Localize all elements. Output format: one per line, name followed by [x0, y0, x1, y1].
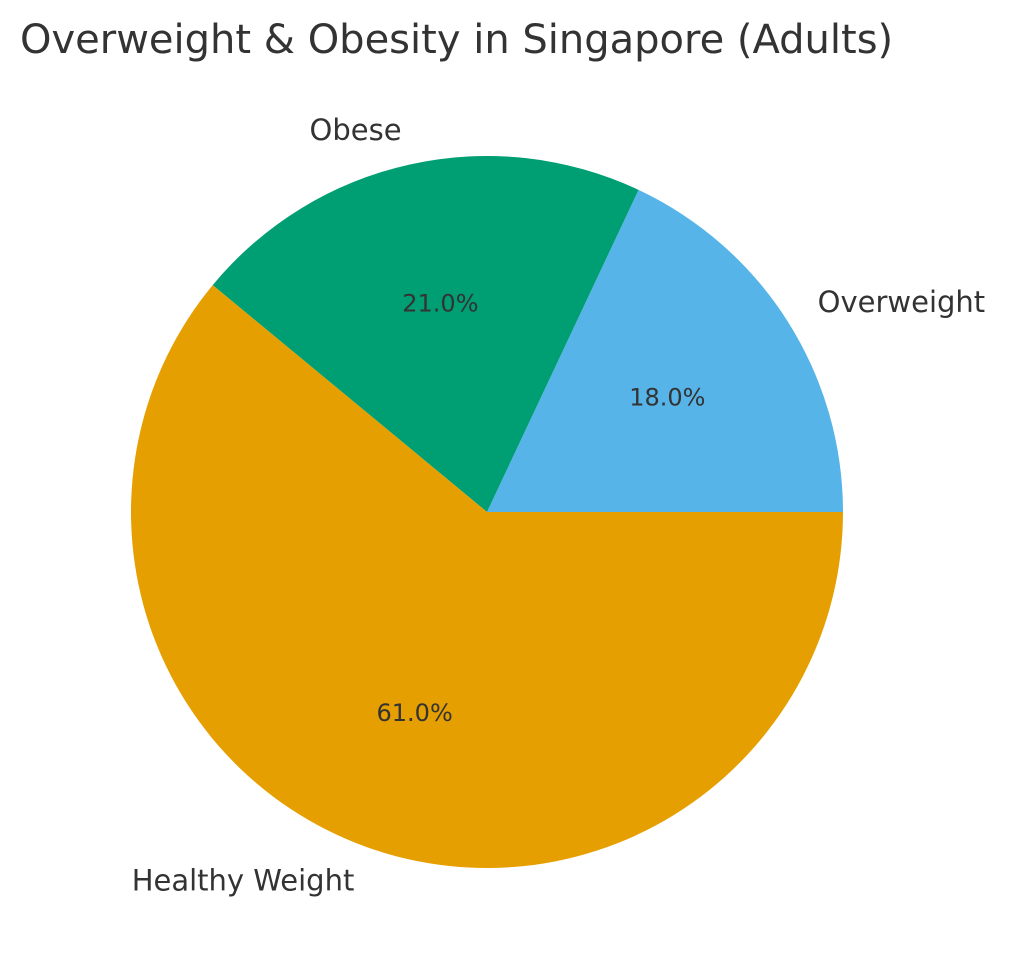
- slice-percent-label: 18.0%: [629, 384, 705, 412]
- pie-slice-obese: [212, 155, 639, 512]
- slice-percent-label: 61.0%: [377, 699, 453, 727]
- slice-category-label: Healthy Weight: [132, 863, 355, 897]
- slice-category-label: Overweight: [818, 285, 986, 319]
- pie-labels: 18.0% Overweight 21.0% Obese 61.0% Healthy We…: [132, 113, 985, 898]
- pie-slices: [130, 155, 843, 869]
- pie-slice-overweight: [487, 189, 843, 512]
- chart-title: Overweight & Obesity in Singapore (Adult…: [20, 17, 893, 63]
- slice-category-label: Obese: [310, 113, 402, 147]
- slice-percent-label: 21.0%: [402, 290, 478, 318]
- pie-slice-healthy-weight: [130, 285, 843, 869]
